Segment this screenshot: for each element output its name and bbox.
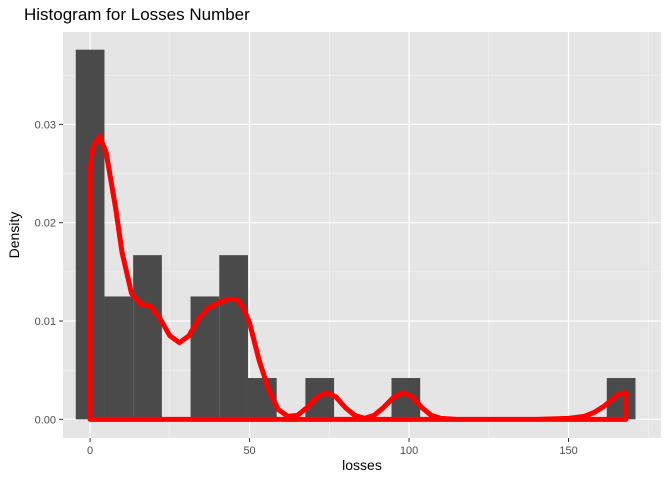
x-tick-label: 50 [243, 445, 255, 457]
axes: 0 50 100 150 0.00 0.01 0.02 0.03 [35, 119, 578, 457]
histogram-bars [75, 49, 636, 420]
y-tick-label: 0.02 [35, 218, 56, 230]
x-axis-title: losses [342, 457, 382, 473]
density-curve [87, 133, 629, 422]
chart-title: Histogram for Losses Number [24, 5, 250, 24]
y-tick-label: 0.01 [35, 316, 56, 328]
x-tick-label: 150 [559, 445, 577, 457]
histogram-bar [133, 255, 162, 420]
x-tick-label: 0 [87, 445, 93, 457]
histogram-bar [104, 296, 134, 420]
histogram-bar [190, 296, 220, 420]
y-tick-label: 0.00 [35, 414, 56, 426]
y-tick-label: 0.03 [35, 119, 56, 131]
y-axis-title: Density [6, 212, 22, 259]
histogram-bar [219, 255, 248, 420]
density-curve-group [87, 133, 629, 422]
x-tick-label: 100 [400, 445, 418, 457]
